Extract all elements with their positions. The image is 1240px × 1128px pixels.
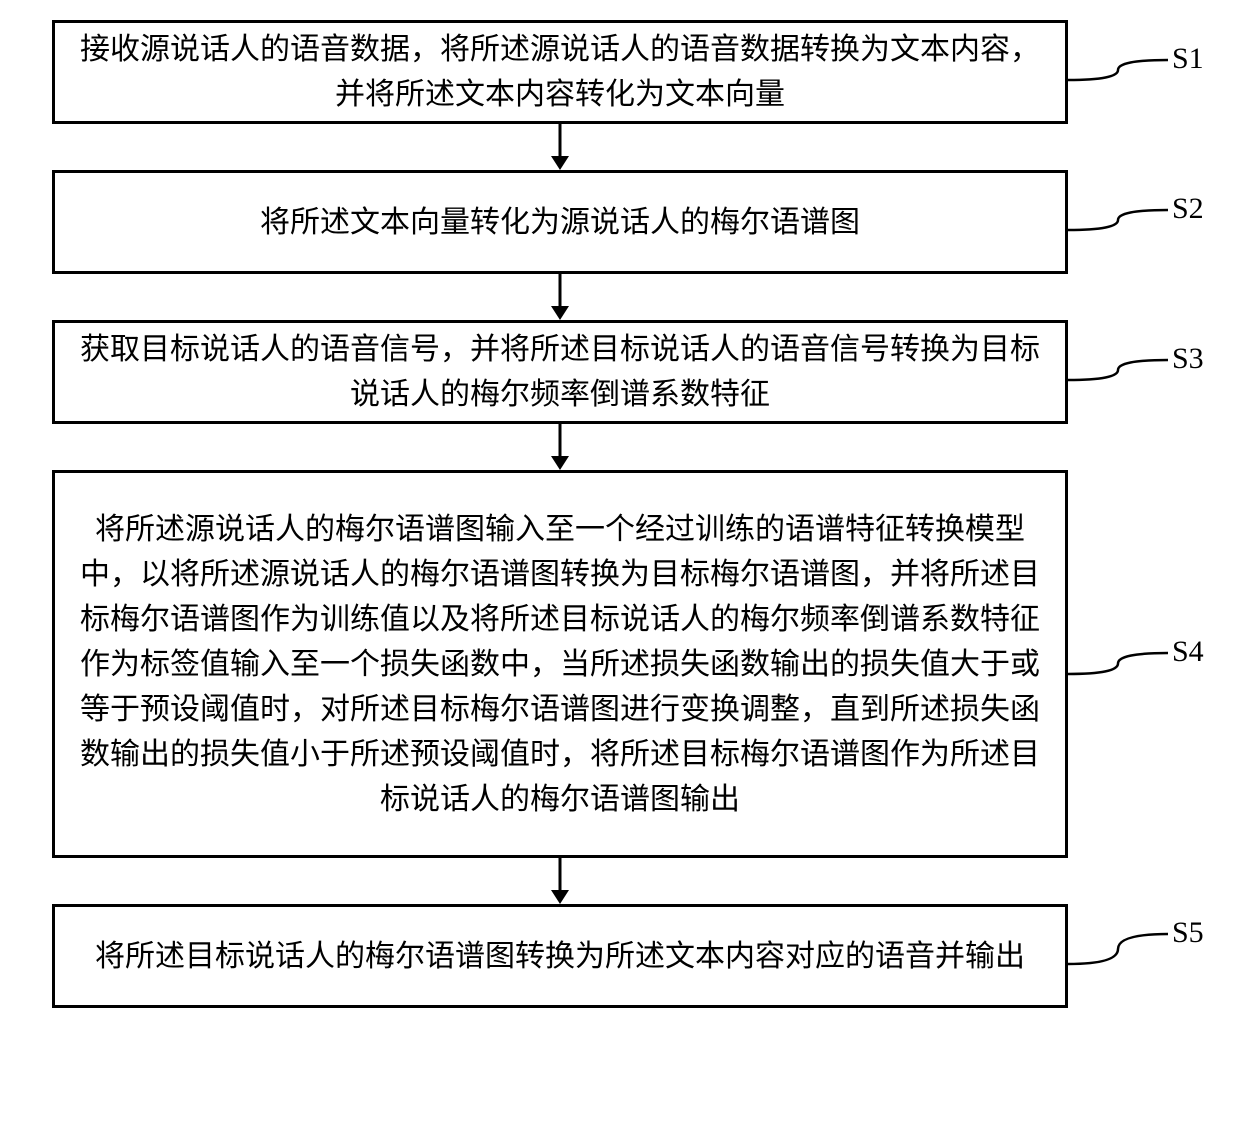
flow-arrow-head — [551, 890, 569, 904]
leader-line — [1068, 50, 1182, 90]
flow-step-text: 获取目标说话人的语音信号，并将所述目标说话人的语音信号转换为目标说话人的梅尔频率… — [79, 327, 1041, 417]
flow-arrow-head — [551, 306, 569, 320]
leader-line — [1068, 200, 1182, 240]
flow-arrow — [559, 858, 562, 890]
flow-step-s3: 获取目标说话人的语音信号，并将所述目标说话人的语音信号转换为目标说话人的梅尔频率… — [52, 320, 1068, 424]
flow-arrow — [559, 424, 562, 456]
flow-arrow — [559, 124, 562, 156]
flow-arrow-head — [551, 456, 569, 470]
flow-step-text: 将所述源说话人的梅尔语谱图输入至一个经过训练的语谱特征转换模型中，以将所述源说话… — [79, 507, 1041, 822]
flow-arrow-head — [551, 156, 569, 170]
flow-step-s2: 将所述文本向量转化为源说话人的梅尔语谱图 — [52, 170, 1068, 274]
flow-step-s4: 将所述源说话人的梅尔语谱图输入至一个经过训练的语谱特征转换模型中，以将所述源说话… — [52, 470, 1068, 858]
leader-line — [1068, 350, 1182, 390]
leader-line — [1068, 643, 1182, 684]
flow-step-text: 将所述文本向量转化为源说话人的梅尔语谱图 — [260, 200, 860, 245]
flow-step-s5: 将所述目标说话人的梅尔语谱图转换为所述文本内容对应的语音并输出 — [52, 904, 1068, 1008]
flow-step-text: 接收源说话人的语音数据，将所述源说话人的语音数据转换为文本内容，并将所述文本内容… — [79, 27, 1041, 117]
leader-line — [1068, 924, 1182, 974]
flow-arrow — [559, 274, 562, 306]
flow-step-s1: 接收源说话人的语音数据，将所述源说话人的语音数据转换为文本内容，并将所述文本内容… — [52, 20, 1068, 124]
flow-step-text: 将所述目标说话人的梅尔语谱图转换为所述文本内容对应的语音并输出 — [95, 934, 1025, 979]
